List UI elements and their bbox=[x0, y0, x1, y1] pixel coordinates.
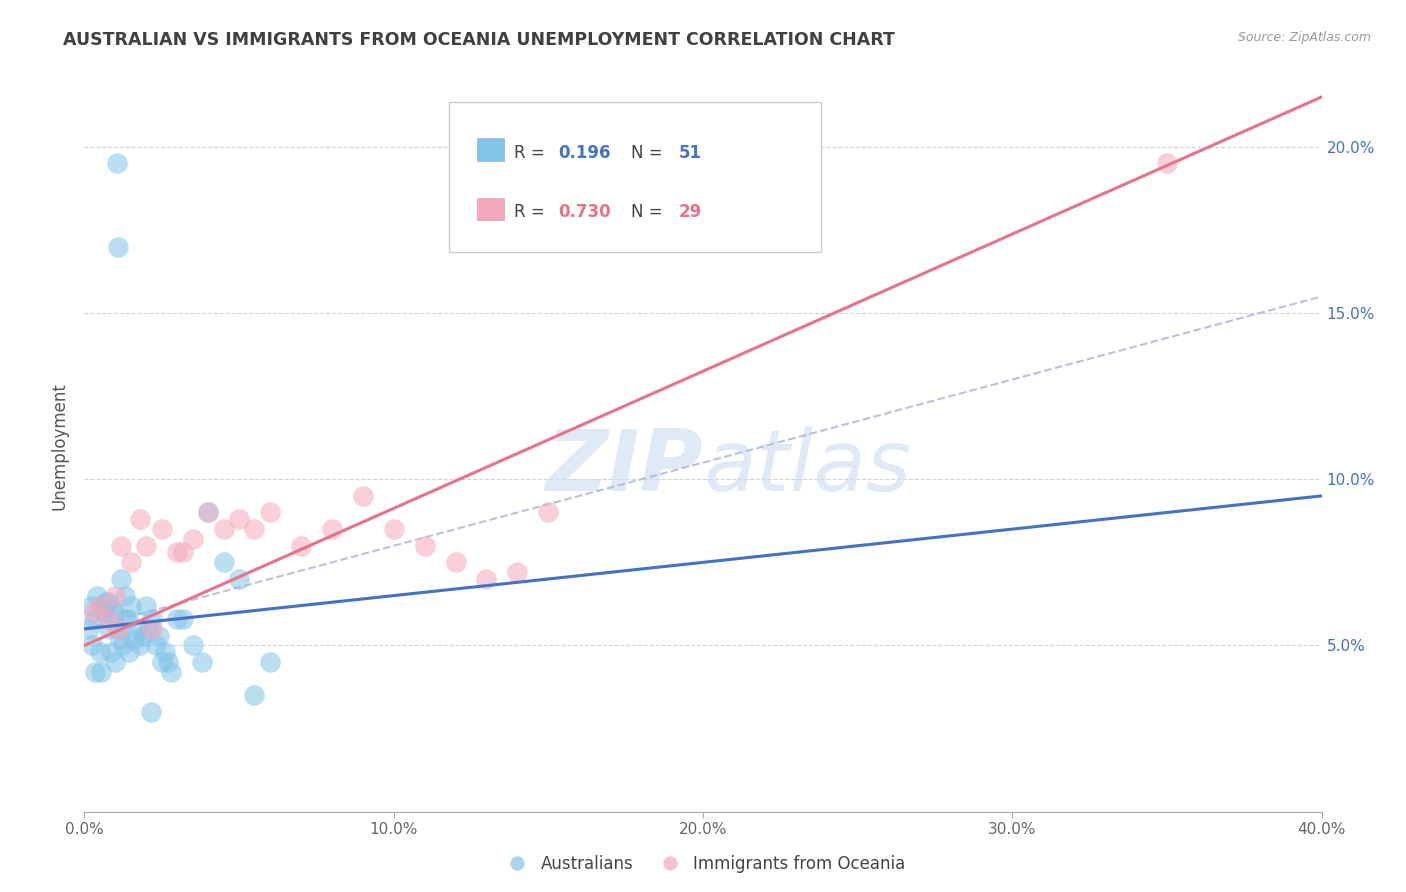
Point bbox=[352, 489, 374, 503]
Point bbox=[197, 506, 219, 520]
Point bbox=[77, 622, 100, 636]
Point bbox=[132, 628, 155, 642]
Point bbox=[150, 522, 173, 536]
Point bbox=[153, 645, 176, 659]
Point bbox=[83, 605, 105, 619]
Text: 0.730: 0.730 bbox=[558, 203, 610, 221]
Point bbox=[120, 555, 142, 569]
Point bbox=[98, 612, 121, 626]
Point bbox=[107, 622, 129, 636]
Point bbox=[243, 522, 266, 536]
Point bbox=[84, 665, 107, 679]
Text: N =: N = bbox=[631, 144, 668, 162]
Point bbox=[321, 522, 343, 536]
Point bbox=[197, 506, 219, 520]
Point bbox=[112, 639, 135, 653]
Point bbox=[212, 522, 235, 536]
Text: R =: R = bbox=[513, 203, 550, 221]
FancyBboxPatch shape bbox=[450, 103, 821, 252]
Text: 29: 29 bbox=[678, 203, 702, 221]
Point bbox=[135, 539, 157, 553]
Point bbox=[114, 589, 136, 603]
Point bbox=[107, 622, 129, 636]
Point bbox=[129, 512, 152, 526]
Point bbox=[129, 639, 152, 653]
Point bbox=[118, 645, 141, 659]
Point bbox=[166, 545, 188, 559]
Point bbox=[79, 599, 101, 613]
FancyBboxPatch shape bbox=[477, 138, 503, 161]
Point bbox=[228, 512, 250, 526]
Point bbox=[138, 622, 160, 636]
Point bbox=[156, 655, 179, 669]
Point bbox=[86, 589, 108, 603]
Point bbox=[259, 655, 281, 669]
Point bbox=[145, 639, 167, 653]
Point bbox=[181, 532, 204, 546]
FancyBboxPatch shape bbox=[477, 198, 503, 220]
Point bbox=[101, 602, 124, 616]
Legend: Australians, Immigrants from Oceania: Australians, Immigrants from Oceania bbox=[494, 848, 912, 880]
Text: N =: N = bbox=[631, 203, 668, 221]
Point bbox=[139, 705, 162, 719]
Point bbox=[141, 612, 163, 626]
Point bbox=[181, 639, 204, 653]
Point bbox=[117, 612, 139, 626]
Point bbox=[89, 599, 111, 613]
Point bbox=[150, 655, 173, 669]
Point bbox=[100, 645, 122, 659]
Point bbox=[141, 622, 163, 636]
Point bbox=[125, 622, 148, 636]
Point bbox=[96, 595, 118, 609]
Point bbox=[444, 555, 467, 569]
Point bbox=[93, 605, 115, 619]
Point bbox=[259, 506, 281, 520]
Point bbox=[148, 628, 170, 642]
Text: Source: ZipAtlas.com: Source: ZipAtlas.com bbox=[1237, 31, 1371, 45]
Point bbox=[290, 539, 312, 553]
Point bbox=[104, 589, 127, 603]
Point bbox=[243, 689, 266, 703]
Point bbox=[212, 555, 235, 569]
Point bbox=[82, 639, 104, 653]
Point bbox=[110, 572, 132, 586]
Y-axis label: Unemployment: Unemployment bbox=[51, 382, 69, 510]
Point bbox=[115, 612, 138, 626]
Point bbox=[105, 156, 128, 170]
Text: ZIP: ZIP bbox=[546, 426, 703, 509]
Point bbox=[120, 599, 142, 613]
Point bbox=[110, 539, 132, 553]
Text: 0.196: 0.196 bbox=[558, 144, 610, 162]
Point bbox=[90, 665, 112, 679]
Point bbox=[506, 566, 529, 580]
Point bbox=[91, 605, 114, 619]
Point bbox=[104, 655, 127, 669]
Point bbox=[382, 522, 405, 536]
Point bbox=[475, 572, 498, 586]
Point bbox=[166, 612, 188, 626]
Point bbox=[537, 506, 560, 520]
Point bbox=[83, 612, 105, 626]
Point bbox=[103, 605, 125, 619]
Point bbox=[172, 545, 194, 559]
Text: atlas: atlas bbox=[703, 426, 911, 509]
Point bbox=[98, 622, 121, 636]
Point bbox=[107, 239, 129, 253]
Point bbox=[89, 645, 111, 659]
Point bbox=[160, 665, 183, 679]
Point bbox=[122, 632, 145, 646]
Point bbox=[228, 572, 250, 586]
Point bbox=[172, 612, 194, 626]
Text: 51: 51 bbox=[678, 144, 702, 162]
Point bbox=[413, 539, 436, 553]
Point bbox=[135, 599, 157, 613]
Text: AUSTRALIAN VS IMMIGRANTS FROM OCEANIA UNEMPLOYMENT CORRELATION CHART: AUSTRALIAN VS IMMIGRANTS FROM OCEANIA UN… bbox=[63, 31, 896, 49]
Point bbox=[1156, 156, 1178, 170]
Point bbox=[94, 595, 117, 609]
Point bbox=[108, 632, 131, 646]
Point bbox=[191, 655, 214, 669]
Text: R =: R = bbox=[513, 144, 550, 162]
